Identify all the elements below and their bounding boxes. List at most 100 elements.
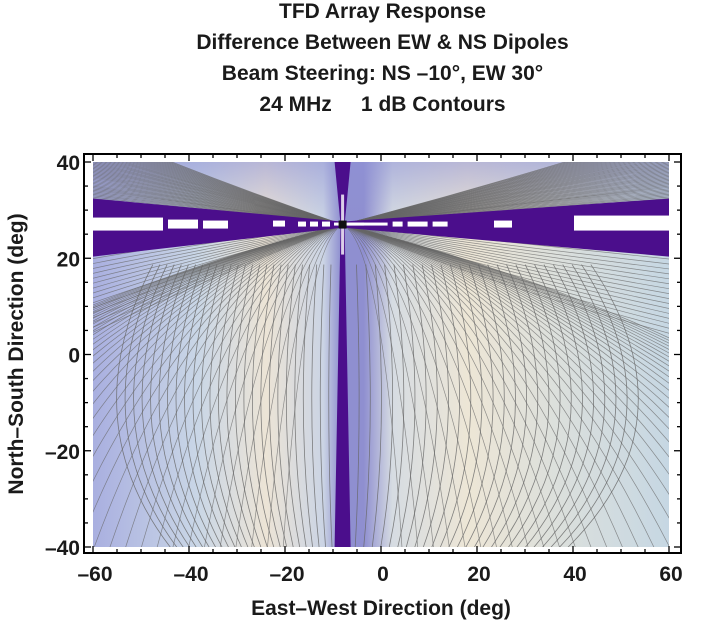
contour-line xyxy=(156,224,343,547)
null-gap xyxy=(220,221,228,228)
contour-line xyxy=(93,224,343,322)
contour-line xyxy=(342,224,669,339)
null-gap xyxy=(574,215,669,231)
contour-line xyxy=(171,162,343,225)
contour-line xyxy=(448,264,483,547)
contour-line xyxy=(354,264,360,547)
contour-line xyxy=(260,264,281,547)
contour-line xyxy=(226,264,255,547)
contour-line xyxy=(93,224,343,325)
title-line-4: 24 MHz 1 dB Contours xyxy=(259,93,506,116)
null-gap xyxy=(432,221,448,227)
null-crossing-point xyxy=(338,220,347,229)
contour-line xyxy=(342,224,669,290)
contour-line xyxy=(342,224,607,547)
contour-line xyxy=(380,264,394,547)
title-line-2: Difference Between EW & NS Dipoles xyxy=(196,31,569,54)
contour-line xyxy=(342,224,639,547)
title-line-1: TFD Array Response xyxy=(279,0,486,23)
contour-line xyxy=(150,264,197,547)
axis-ticks xyxy=(84,154,681,553)
y-tick-label: 20 xyxy=(57,248,80,271)
contour-line xyxy=(567,264,639,547)
contour-line xyxy=(201,264,236,547)
null-gap xyxy=(93,217,163,231)
contour-line xyxy=(251,224,343,547)
x-tick-label: –60 xyxy=(77,563,112,586)
contour-line xyxy=(342,224,669,362)
contour-line xyxy=(133,264,184,547)
null-gap xyxy=(347,222,388,226)
contour-line xyxy=(342,224,669,358)
contour-line xyxy=(342,224,669,285)
contour-line xyxy=(342,224,403,547)
null-gap xyxy=(168,219,198,229)
contour-line xyxy=(93,224,343,372)
plot-frame xyxy=(83,153,682,554)
null-band-horizontal xyxy=(93,198,669,257)
contour-line xyxy=(243,264,268,547)
contour-line xyxy=(285,264,301,547)
contour-line xyxy=(93,224,343,284)
contour-line xyxy=(342,224,669,304)
title-line-3: Beam Steering: NS –10°, EW 30° xyxy=(221,62,544,85)
y-tick-label: –40 xyxy=(45,537,80,560)
contour-line xyxy=(342,224,669,367)
contour-line xyxy=(371,264,382,547)
null-bands xyxy=(93,162,669,547)
contour-line xyxy=(342,224,560,547)
null-gap xyxy=(392,221,403,227)
contour-line xyxy=(141,264,191,547)
contour-line xyxy=(431,264,461,547)
contour-line xyxy=(456,264,494,547)
contour-line xyxy=(499,264,550,547)
contour-line xyxy=(342,224,513,547)
null-gap xyxy=(310,221,318,227)
contour-line xyxy=(342,224,669,295)
null-gap xyxy=(407,221,428,227)
contour-line xyxy=(342,224,669,319)
contour-line xyxy=(507,264,561,547)
contour-line xyxy=(342,224,434,547)
contour-line xyxy=(93,224,343,318)
x-tick-label: 40 xyxy=(563,563,586,586)
contour-line xyxy=(465,264,505,547)
contour-line xyxy=(93,224,343,323)
contour-line xyxy=(397,264,416,547)
null-gap xyxy=(203,220,228,229)
contour-line xyxy=(125,224,343,547)
contour-line xyxy=(93,224,343,405)
x-tick-label: –40 xyxy=(173,563,208,586)
contour-line xyxy=(93,224,343,313)
null-band-vertical xyxy=(334,162,351,547)
contour-line xyxy=(328,264,333,547)
contour-line xyxy=(93,224,343,351)
contour-line xyxy=(342,224,669,399)
contour-line xyxy=(235,224,343,547)
contour-line xyxy=(158,264,204,547)
contour-line xyxy=(342,224,669,275)
contour-line xyxy=(319,264,326,547)
contour-line xyxy=(175,264,217,547)
contour-line xyxy=(268,264,288,547)
contour-line xyxy=(342,224,669,280)
x-tick-label: 0 xyxy=(377,563,389,586)
contour-line xyxy=(541,264,606,547)
contour-line xyxy=(93,224,343,309)
y-axis-label: North–South Direction (deg) xyxy=(5,213,28,494)
contour-line xyxy=(342,224,669,334)
contour-line xyxy=(524,264,583,547)
contour-line xyxy=(342,224,669,329)
contour-line xyxy=(550,264,617,547)
contour-line xyxy=(282,224,343,547)
contour-line xyxy=(311,264,320,547)
contour-line xyxy=(116,264,171,547)
contour-line xyxy=(342,224,466,547)
contour-line xyxy=(558,264,628,547)
contour-line xyxy=(141,224,343,547)
x-tick-label: –20 xyxy=(269,563,304,586)
x-tick-labels: –60 –40 –20 0 20 40 60 xyxy=(77,563,682,586)
contour-line xyxy=(93,224,343,304)
null-gap xyxy=(273,220,285,227)
plot-area xyxy=(93,162,669,547)
